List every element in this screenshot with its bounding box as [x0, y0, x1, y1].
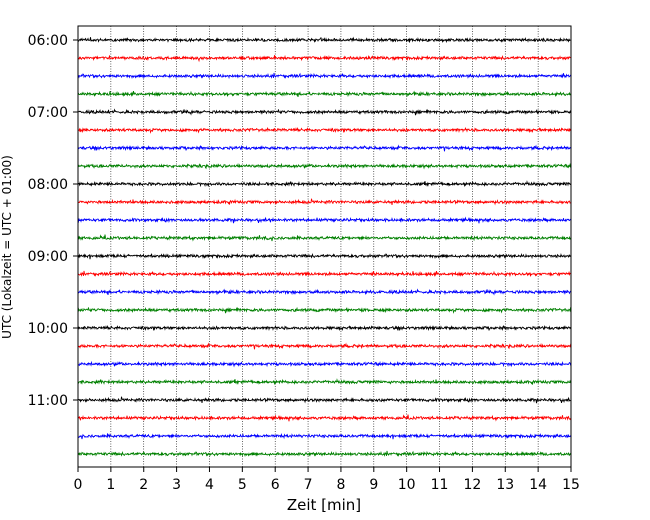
- trace-1145: [77, 450, 572, 458]
- trace-1045: [77, 378, 572, 386]
- trace-1115: [77, 414, 572, 422]
- trace-0815: [77, 198, 572, 206]
- x-tick-label-6: 6: [271, 477, 280, 493]
- trace-0930: [77, 288, 572, 296]
- trace-0945: [77, 306, 572, 314]
- x-tick-label-13: 13: [496, 477, 514, 493]
- x-tick-label-4: 4: [205, 477, 214, 493]
- y-tick-label-4: 10:00: [28, 321, 68, 337]
- x-axis-label: Zeit [min]: [287, 496, 361, 514]
- x-tick-label-3: 3: [172, 477, 181, 493]
- y-tick-label-0: 06:00: [28, 33, 68, 49]
- x-tick-label-0: 0: [74, 477, 83, 493]
- trace-0900: [77, 252, 572, 260]
- x-tick-label-12: 12: [463, 477, 481, 493]
- y-axis-ticks: 06:00 07:00 08:00 09:00 10:00 11:00: [28, 33, 78, 409]
- trace-0845: [77, 234, 572, 242]
- trace-1000: [77, 324, 572, 332]
- trace-0600: [77, 36, 572, 44]
- trace-0715: [77, 126, 572, 134]
- plot-background: [78, 26, 571, 467]
- x-tick-label-8: 8: [336, 477, 345, 493]
- y-axis-label: UTC (Lokalzeit = UTC + 01:00): [0, 155, 14, 339]
- x-axis-ticks: 0 1 2 3 4 5 6 7 8 9 10 11 12 13 14 15: [74, 467, 580, 493]
- x-tick-label-15: 15: [562, 477, 580, 493]
- y-tick-label-2: 08:00: [28, 177, 68, 193]
- trace-0800: [77, 180, 572, 188]
- plot-frame: [77, 25, 572, 468]
- y-tick-label-1: 07:00: [28, 105, 68, 121]
- x-tick-label-9: 9: [369, 477, 378, 493]
- trace-1015: [77, 342, 572, 350]
- x-tick-label-1: 1: [106, 477, 115, 493]
- grid-lines: [110, 26, 539, 467]
- x-tick-label-10: 10: [398, 477, 416, 493]
- trace-1030: [77, 360, 572, 368]
- trace-0615: [77, 54, 572, 63]
- trace-1130: [77, 433, 572, 440]
- trace-0645: [77, 90, 572, 98]
- trace-0700: [77, 108, 572, 116]
- trace-0830: [77, 216, 572, 224]
- x-tick-label-14: 14: [529, 477, 547, 493]
- y-tick-label-5: 11:00: [28, 393, 68, 409]
- trace-group: [77, 36, 572, 458]
- x-tick-label-11: 11: [431, 477, 449, 493]
- x-tick-label-2: 2: [139, 477, 148, 493]
- trace-1100: [77, 396, 572, 404]
- trace-0915: [77, 270, 572, 278]
- x-tick-label-7: 7: [304, 477, 313, 493]
- x-tick-label-5: 5: [238, 477, 247, 493]
- y-tick-label-3: 09:00: [28, 249, 68, 265]
- trace-0630: [77, 72, 572, 80]
- trace-0730: [77, 144, 572, 152]
- trace-0745: [77, 162, 572, 170]
